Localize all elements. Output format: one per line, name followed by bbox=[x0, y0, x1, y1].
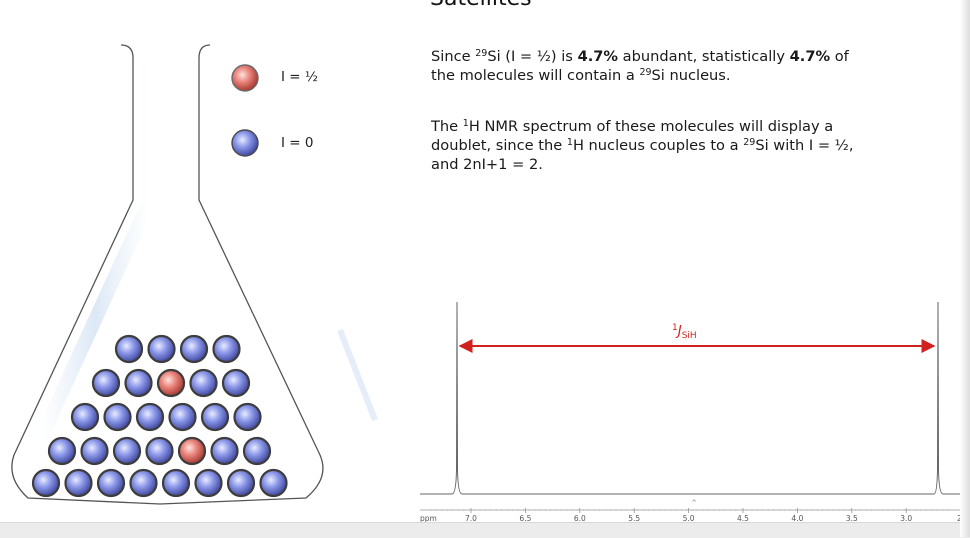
flask-illustration bbox=[11, 44, 378, 505]
molecule-si29 bbox=[177, 436, 207, 466]
molecule-si28 bbox=[47, 436, 77, 466]
molecule-si28 bbox=[135, 402, 165, 432]
ppm-tick-label: 3.5 bbox=[845, 514, 858, 523]
molecule-si28 bbox=[194, 468, 223, 498]
bottom-bar bbox=[0, 522, 970, 538]
legend-half-sphere bbox=[231, 64, 259, 92]
ppm-tick-label: 7.0 bbox=[465, 514, 477, 523]
molecule-si28 bbox=[91, 368, 121, 398]
molecule-si28 bbox=[114, 334, 144, 364]
p1-sup: 29 bbox=[639, 67, 652, 78]
molecule-si28 bbox=[103, 402, 132, 432]
molecule-si28 bbox=[145, 436, 174, 466]
p1-sup: 29 bbox=[475, 48, 488, 59]
molecule-si28 bbox=[161, 468, 191, 498]
p1-bold: 4.7% bbox=[577, 48, 619, 65]
p2-sup: 1 bbox=[566, 137, 573, 148]
p2-sup: 1 bbox=[462, 118, 469, 129]
p2-text: Si with I = ½, and 2nI+1 = 2. bbox=[431, 137, 854, 173]
molecule-si28 bbox=[259, 468, 288, 498]
molecule-si28 bbox=[147, 334, 176, 364]
molecule-si28 bbox=[189, 368, 218, 398]
molecule-si28 bbox=[70, 402, 100, 432]
molecule-group bbox=[31, 334, 288, 498]
molecule-si28 bbox=[80, 436, 109, 466]
molecule-si28 bbox=[168, 402, 197, 432]
p2-text: H nucleus couples to a bbox=[572, 137, 744, 154]
coupling-constant-label: 1JSiH bbox=[672, 323, 697, 341]
flask-outline-right bbox=[159, 44, 324, 505]
ppm-unit-label: ppm bbox=[420, 514, 437, 523]
legend-zero-sphere bbox=[231, 129, 259, 157]
ppm-tick-label: 4.0 bbox=[791, 514, 804, 523]
molecule-si28 bbox=[124, 368, 153, 398]
coupling-main: J bbox=[677, 323, 682, 339]
molecule-si28 bbox=[112, 436, 142, 466]
ppm-tick-label: 6.0 bbox=[573, 514, 586, 523]
p1-text: of the molecules will contain a bbox=[431, 48, 849, 84]
p1-text: Si (I = ½) is bbox=[487, 48, 578, 65]
right-edge-shadow bbox=[960, 0, 970, 537]
molecule-si28 bbox=[242, 436, 272, 466]
p1-text: abundant, statistically bbox=[618, 48, 790, 65]
flask-outline-left bbox=[11, 44, 161, 505]
ppm-tick-label: 6.5 bbox=[519, 514, 532, 523]
legend-zero-label: I = 0 bbox=[281, 135, 314, 151]
molecule-si28 bbox=[31, 468, 61, 498]
legend-half-label: I = ½ bbox=[281, 69, 318, 85]
p2-sup: 29 bbox=[743, 137, 756, 148]
molecule-si28 bbox=[64, 468, 93, 498]
ppm-tick-label: 5.5 bbox=[628, 514, 641, 523]
center-mark: ^ bbox=[691, 499, 697, 507]
nmr-spectrum: ^ bbox=[420, 301, 960, 513]
molecule-si28 bbox=[226, 468, 256, 498]
molecule-si28 bbox=[179, 334, 209, 364]
molecule-si29 bbox=[156, 368, 186, 398]
molecule-si28 bbox=[210, 436, 239, 466]
molecule-si28 bbox=[212, 334, 241, 364]
p1-text: Si nucleus. bbox=[651, 67, 731, 84]
p1-bold: 4.7% bbox=[789, 48, 831, 65]
spectrum-trace bbox=[420, 301, 960, 495]
paragraph-abundance: Since 29Si (I = ½) is 4.7% abundant, sta… bbox=[431, 47, 871, 85]
molecule-si28 bbox=[200, 402, 230, 432]
p1-text: Since bbox=[431, 48, 476, 65]
molecule-si28 bbox=[129, 468, 158, 498]
p2-text: H NMR spectrum of these molecules will d… bbox=[431, 118, 834, 154]
coupling-sup: 1 bbox=[672, 323, 678, 333]
ppm-tick-label: 4.5 bbox=[737, 514, 749, 523]
p2-text: The bbox=[431, 118, 463, 135]
molecule-si28 bbox=[233, 402, 262, 432]
paragraph-doublet: The 1H NMR spectrum of these molecules w… bbox=[431, 117, 871, 174]
flask-glass-highlight bbox=[33, 60, 157, 443]
slide-title: Satellites bbox=[430, 0, 730, 11]
molecule-si28 bbox=[221, 368, 251, 398]
ppm-tick-label: 3.0 bbox=[900, 514, 913, 523]
ppm-tick-label: 5.0 bbox=[682, 514, 695, 523]
coupling-sub: SiH bbox=[681, 331, 697, 341]
molecule-si28 bbox=[96, 468, 126, 498]
ppm-axis-ticks bbox=[430, 508, 949, 513]
flask-glass-highlight-2 bbox=[337, 328, 378, 422]
